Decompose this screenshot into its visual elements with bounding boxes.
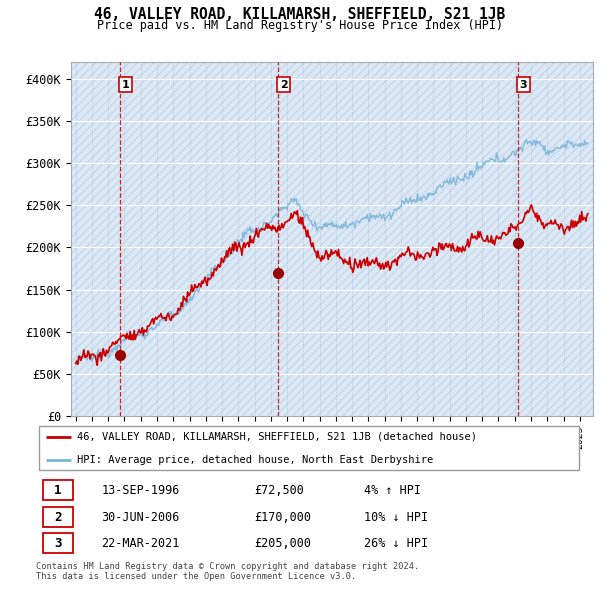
Text: 13-SEP-1996: 13-SEP-1996 (101, 484, 180, 497)
Text: 3: 3 (54, 537, 61, 550)
Text: £205,000: £205,000 (254, 537, 311, 550)
Text: 4% ↑ HPI: 4% ↑ HPI (364, 484, 421, 497)
FancyBboxPatch shape (39, 425, 579, 470)
FancyBboxPatch shape (43, 533, 73, 553)
Text: 46, VALLEY ROAD, KILLAMARSH, SHEFFIELD, S21 1JB: 46, VALLEY ROAD, KILLAMARSH, SHEFFIELD, … (94, 7, 506, 22)
Text: 10% ↓ HPI: 10% ↓ HPI (364, 511, 428, 524)
Text: 30-JUN-2006: 30-JUN-2006 (101, 511, 180, 524)
Text: 1: 1 (121, 80, 129, 90)
Text: 3: 3 (520, 80, 527, 90)
FancyBboxPatch shape (43, 480, 73, 500)
Text: 26% ↓ HPI: 26% ↓ HPI (364, 537, 428, 550)
Text: 22-MAR-2021: 22-MAR-2021 (101, 537, 180, 550)
Text: 2: 2 (54, 511, 61, 524)
Text: £72,500: £72,500 (254, 484, 304, 497)
Text: 2: 2 (280, 80, 287, 90)
FancyBboxPatch shape (43, 507, 73, 527)
Text: 46, VALLEY ROAD, KILLAMARSH, SHEFFIELD, S21 1JB (detached house): 46, VALLEY ROAD, KILLAMARSH, SHEFFIELD, … (77, 432, 477, 442)
Text: £170,000: £170,000 (254, 511, 311, 524)
Text: HPI: Average price, detached house, North East Derbyshire: HPI: Average price, detached house, Nort… (77, 455, 433, 465)
Text: Price paid vs. HM Land Registry's House Price Index (HPI): Price paid vs. HM Land Registry's House … (97, 19, 503, 32)
Text: 1: 1 (54, 484, 61, 497)
Text: Contains HM Land Registry data © Crown copyright and database right 2024.
This d: Contains HM Land Registry data © Crown c… (36, 562, 419, 581)
